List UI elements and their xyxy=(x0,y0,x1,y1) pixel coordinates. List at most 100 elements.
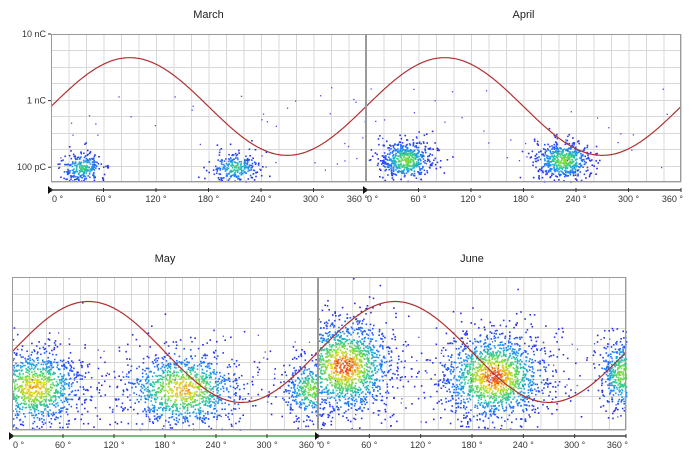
scatter-point xyxy=(311,373,314,375)
scatter-point xyxy=(381,363,384,366)
scatter-point xyxy=(59,373,62,375)
scatter-point xyxy=(298,390,300,392)
scatter-point xyxy=(578,151,581,153)
scatter-point xyxy=(349,350,352,353)
scatter-point xyxy=(377,158,379,160)
scatter-point xyxy=(356,347,358,349)
scatter-point xyxy=(558,160,560,162)
scatter-point xyxy=(390,167,392,170)
scatter-point xyxy=(429,153,431,155)
scatter-point xyxy=(294,398,297,401)
scatter-point xyxy=(349,377,352,379)
scatter-point xyxy=(189,369,192,372)
scatter-point xyxy=(24,388,26,390)
scatter-point xyxy=(303,385,306,387)
scatter-point xyxy=(55,389,57,392)
scatter-point xyxy=(401,157,403,160)
scatter-point xyxy=(260,174,263,177)
scatter-point xyxy=(571,162,573,164)
scatter-point xyxy=(209,371,212,374)
scatter-point xyxy=(47,356,49,359)
scatter-point xyxy=(245,155,247,158)
scatter-point xyxy=(274,368,276,370)
scatter-point xyxy=(315,395,317,398)
scatter-point xyxy=(595,160,597,162)
scatter-point xyxy=(589,172,592,175)
scatter-point xyxy=(13,373,16,376)
scatter-point xyxy=(538,175,540,177)
scatter-point xyxy=(24,357,26,360)
reference-sine-wave xyxy=(50,57,367,157)
scatter-point xyxy=(145,398,147,400)
scatter-point xyxy=(70,383,73,385)
scatter-point xyxy=(418,131,420,133)
scatter-point xyxy=(33,378,35,381)
scatter-point xyxy=(299,401,301,404)
scatter-point xyxy=(304,380,306,383)
scatter-point xyxy=(534,155,537,157)
scatter-point xyxy=(391,162,393,165)
scatter-point xyxy=(140,385,142,388)
scatter-point xyxy=(235,162,237,164)
scatter-point xyxy=(227,396,230,398)
scatter-point xyxy=(70,150,72,152)
scatter-point xyxy=(167,386,170,388)
scatter-point xyxy=(20,361,23,364)
scatter-point xyxy=(582,166,584,168)
scatter-point xyxy=(391,377,393,380)
scatter-point xyxy=(565,152,568,155)
scatter-point xyxy=(158,407,160,410)
scatter-point xyxy=(194,391,197,393)
scatter-point xyxy=(88,115,91,117)
scatter-point xyxy=(344,142,346,145)
scatter-point xyxy=(238,376,240,379)
scatter-point xyxy=(407,315,410,318)
scatter-point xyxy=(391,152,394,154)
scatter-point xyxy=(320,349,323,352)
scatter-point xyxy=(185,400,188,403)
scatter-point xyxy=(311,376,313,378)
scatter-point xyxy=(349,357,352,359)
scatter-point xyxy=(73,174,75,177)
scatter-point xyxy=(259,168,261,170)
scatter-point xyxy=(324,169,326,171)
scatter-point xyxy=(215,385,217,388)
scatter-point xyxy=(377,162,380,165)
scatter-point xyxy=(53,342,56,344)
scatter-point xyxy=(50,396,52,398)
scatter-point xyxy=(569,162,572,164)
scatter-point xyxy=(555,151,558,153)
scatter-point xyxy=(258,361,261,364)
scatter-point xyxy=(133,392,135,394)
scatter-point xyxy=(58,167,60,169)
scatter-point xyxy=(204,404,207,406)
scatter-point xyxy=(359,427,361,429)
scatter-point xyxy=(208,161,211,163)
scatter-point xyxy=(162,408,164,411)
scatter-points xyxy=(318,278,628,430)
scatter-point xyxy=(377,385,379,387)
scatter-point xyxy=(74,389,77,392)
scatter-point xyxy=(185,399,188,401)
scatter-point xyxy=(52,353,54,356)
scatter-point xyxy=(44,343,46,345)
scatter-point xyxy=(333,392,335,394)
scatter-point xyxy=(214,377,217,380)
scatter-point xyxy=(17,406,19,408)
scatter-point xyxy=(153,406,155,409)
scatter-point xyxy=(26,384,29,386)
scatter-point xyxy=(148,416,150,418)
scatter-point xyxy=(227,160,230,163)
scatter-point xyxy=(77,176,80,179)
scatter-point xyxy=(311,379,313,382)
scatter-point xyxy=(57,163,59,166)
scatter-point xyxy=(388,346,390,349)
scatter-point xyxy=(80,151,82,153)
scatter-point xyxy=(566,162,568,164)
scatter-point xyxy=(249,164,251,167)
scatter-point xyxy=(202,379,205,381)
scatter-point xyxy=(359,340,361,342)
scatter-point xyxy=(35,414,38,416)
scatter-point xyxy=(37,362,40,364)
scatter-point xyxy=(83,170,86,173)
